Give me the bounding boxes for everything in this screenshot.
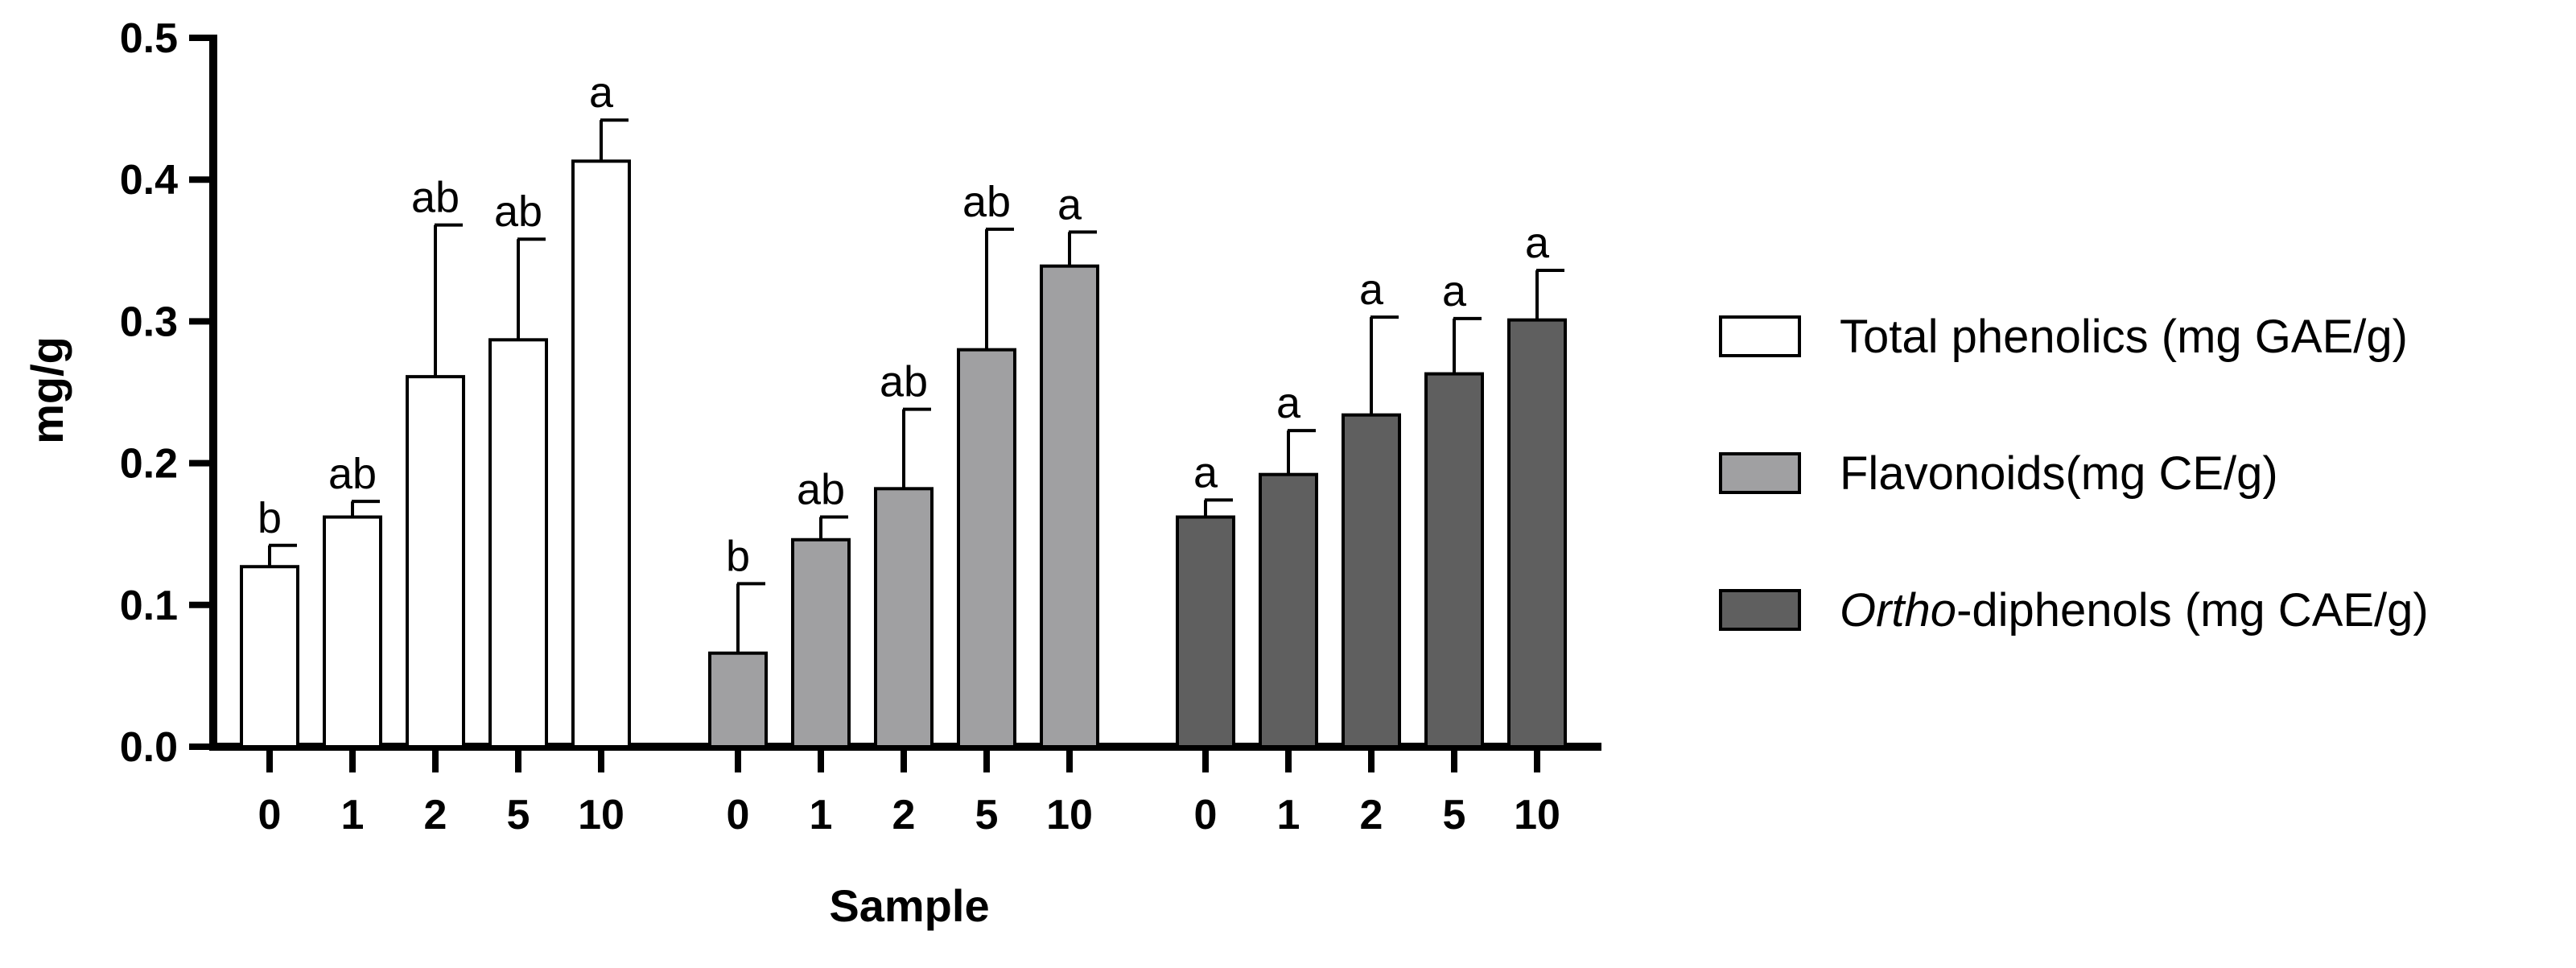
bar: [874, 487, 934, 748]
x-tick-label: 0: [727, 792, 750, 838]
significance-label: a: [1359, 266, 1384, 314]
bar: [323, 515, 382, 749]
bar: [1176, 515, 1235, 749]
significance-label: b: [258, 494, 282, 542]
legend-label: Ortho-diphenols (mg CAE/g): [1840, 584, 2429, 636]
x-tick-label: 10: [1046, 792, 1093, 838]
x-tick-label: 5: [1443, 792, 1466, 838]
x-tick-label: 5: [507, 792, 530, 838]
legend-swatch: [1719, 452, 1801, 494]
y-axis-title: mg/g: [22, 336, 72, 444]
x-tick-label: 2: [424, 792, 447, 838]
significance-label: a: [1276, 379, 1301, 427]
y-tick-labels: 0.0 0.1 0.2 0.3 0.4 0.5: [120, 15, 178, 771]
bar: [406, 375, 465, 748]
x-tick-label: 5: [975, 792, 999, 838]
x-tick-labels: 0 1 2 5 10 0 1 2 5 10 0 1 2 5 10: [258, 792, 1560, 838]
legend-label: Flavonoids(mg CE/g): [1840, 447, 2278, 500]
y-tick-label: 0.2: [120, 441, 178, 488]
bar: [957, 348, 1016, 748]
bar: [571, 159, 631, 748]
x-tick-label: 2: [892, 792, 916, 838]
bar: [1259, 472, 1318, 748]
significance-label: a: [1442, 267, 1467, 315]
x-tick-label: 0: [1194, 792, 1218, 838]
bar: [708, 651, 768, 749]
significance-label: a: [1193, 448, 1218, 496]
significance-label: a: [1057, 180, 1082, 229]
y-tick-label: 0.0: [120, 724, 178, 771]
significance-label: ab: [797, 466, 845, 514]
x-tick-label: 1: [1277, 792, 1300, 838]
y-tick-label: 0.4: [120, 157, 178, 204]
significance-label: b: [726, 532, 750, 580]
significance-label: ab: [494, 187, 542, 236]
error-bars: [268, 118, 1564, 653]
x-tick-label: 0: [258, 792, 282, 838]
bar: [1507, 318, 1567, 748]
bar: [1040, 264, 1099, 748]
x-tick-label: 10: [578, 792, 624, 838]
significance-label: ab: [411, 174, 460, 222]
legend: Total phenolics (mg GAE/g) Flavonoids(mg …: [1719, 311, 2429, 636]
x-tick-label: 1: [341, 792, 365, 838]
bar: [1342, 413, 1401, 749]
legend-swatch: [1719, 315, 1801, 357]
x-tick-label: 1: [810, 792, 833, 838]
significance-label: ab: [880, 358, 928, 406]
bar: [240, 565, 299, 749]
significance-label: ab: [962, 178, 1011, 226]
x-tick-label: 10: [1514, 792, 1560, 838]
y-tick-label: 0.1: [120, 583, 178, 629]
x-tick-label: 2: [1360, 792, 1383, 838]
bar: [791, 538, 851, 748]
legend-label: Total phenolics (mg GAE/g): [1840, 311, 2408, 363]
bar: [488, 338, 548, 748]
x-axis-title: Sample: [829, 880, 989, 931]
y-tick-label: 0.3: [120, 299, 178, 345]
y-tick-label: 0.5: [120, 15, 178, 62]
significance-label: ab: [328, 450, 377, 498]
significance-label: a: [589, 68, 614, 117]
bar: [1424, 372, 1484, 748]
significance-label: a: [1525, 219, 1550, 267]
legend-swatch: [1719, 589, 1801, 631]
